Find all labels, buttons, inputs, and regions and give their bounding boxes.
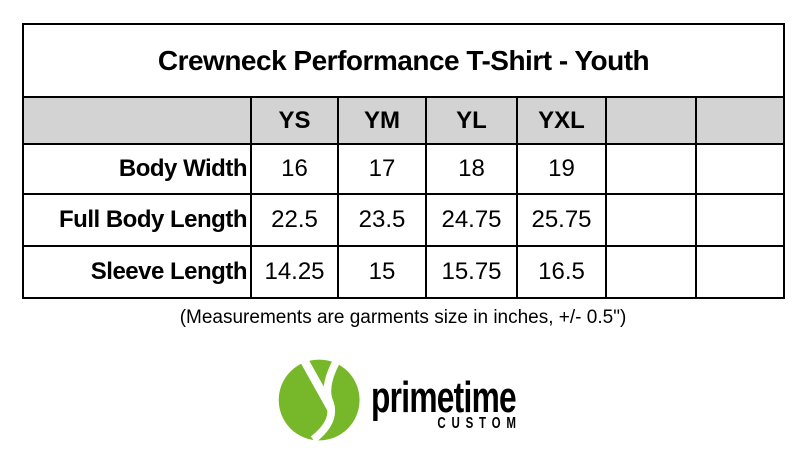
cell-sleeve-length-ys: 14.25 — [250, 245, 339, 299]
col-header-blank — [22, 96, 252, 145]
logo-circle — [278, 359, 360, 441]
cell-full-body-length-empty-1 — [605, 193, 697, 247]
cell-full-body-length-ys: 22.5 — [250, 193, 339, 247]
primetime-circle-p-icon — [278, 357, 360, 443]
row-label-sleeve-length: Sleeve Length — [22, 245, 252, 299]
logo-swoosh-cut — [310, 357, 344, 443]
cell-full-body-length-yl: 24.75 — [425, 193, 518, 247]
brand-name: primetime — [371, 373, 517, 422]
row-label-body-width: Body Width — [22, 143, 252, 195]
primetime-logo: primetime CUSTOM — [0, 357, 806, 443]
table-row-sleeve-length: Sleeve Length 14.25 15 15.75 16.5 — [22, 245, 786, 299]
cell-sleeve-length-ym: 15 — [337, 245, 427, 299]
table-row-body-width: Body Width 16 17 18 19 — [22, 143, 786, 195]
cell-full-body-length-ym: 23.5 — [337, 193, 427, 247]
size-chart-table: Crewneck Performance T-Shirt - Youth YS … — [21, 23, 786, 299]
cell-sleeve-length-yxl: 16.5 — [516, 245, 607, 299]
cell-full-body-length-empty-2 — [694, 193, 786, 247]
cell-sleeve-length-yl: 15.75 — [425, 245, 518, 299]
size-header-row: YS YM YL YXL — [22, 96, 786, 145]
cell-body-width-yl: 18 — [425, 143, 518, 195]
cell-body-width-ym: 17 — [337, 143, 427, 195]
col-header-empty-1 — [605, 96, 697, 145]
cell-sleeve-length-empty-2 — [694, 245, 786, 299]
col-header-yxl: YXL — [516, 96, 607, 145]
cell-body-width-yxl: 19 — [516, 143, 607, 195]
logo-text-block: primetime CUSTOM — [371, 376, 529, 432]
chart-title: Crewneck Performance T-Shirt - Youth — [21, 23, 786, 98]
brand-subtext: CUSTOM — [437, 415, 522, 432]
measurement-note: (Measurements are garments size in inche… — [179, 307, 627, 328]
col-header-yl: YL — [425, 96, 518, 145]
cell-full-body-length-yxl: 25.75 — [516, 193, 607, 247]
table-row-full-body-length: Full Body Length 22.5 23.5 24.75 25.75 — [22, 193, 786, 247]
row-label-full-body-length: Full Body Length — [22, 193, 252, 247]
col-header-ys: YS — [250, 96, 339, 145]
col-header-empty-2 — [694, 96, 786, 145]
col-header-ym: YM — [337, 96, 427, 145]
cell-body-width-empty-1 — [605, 143, 697, 195]
title-row: Crewneck Performance T-Shirt - Youth — [21, 23, 786, 98]
cell-body-width-empty-2 — [694, 143, 786, 195]
cell-body-width-ys: 16 — [250, 143, 339, 195]
cell-sleeve-length-empty-1 — [605, 245, 697, 299]
